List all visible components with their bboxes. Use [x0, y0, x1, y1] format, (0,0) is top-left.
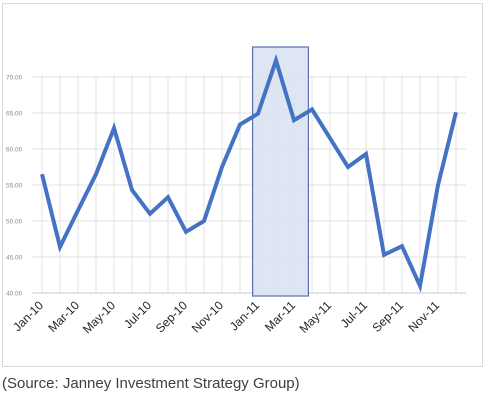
y-tick-label: 45.00	[6, 255, 23, 262]
highlight-period	[252, 46, 310, 297]
x-tick-label: Nov-11	[405, 298, 442, 335]
y-tick-label: 50.00	[6, 219, 23, 226]
x-tick-label: Jan-11	[227, 298, 262, 333]
source-note: (Source: Janney Investment Strategy Grou…	[2, 375, 300, 392]
x-tick-label: May-10	[80, 298, 118, 336]
x-tick-label: Jul-11	[338, 298, 371, 331]
line-chart: 40.00 45.00 50.00 55.00 60.00 65.00 70.00 Jan-1…	[6, 46, 466, 336]
y-tick-label: 55.00	[6, 183, 23, 190]
y-tick-label: 40.00	[6, 291, 23, 298]
y-tick-label: 70.00	[6, 75, 23, 82]
x-tick-label: Sep-10	[153, 298, 190, 335]
x-tick-label: Sep-11	[369, 298, 406, 335]
x-tick-label: Mar-11	[262, 298, 298, 334]
series-line	[40, 53, 458, 293]
y-tick-label: 60.00	[6, 147, 23, 154]
x-tick-label: May-11	[297, 298, 335, 336]
x-tick-label: Jul-10	[121, 298, 154, 331]
x-tick-label: Mar-10	[45, 298, 82, 335]
y-tick-label: 65.00	[6, 111, 23, 118]
x-tick-label: Nov-10	[189, 298, 226, 335]
x-tick-label: Jan-10	[10, 298, 46, 334]
